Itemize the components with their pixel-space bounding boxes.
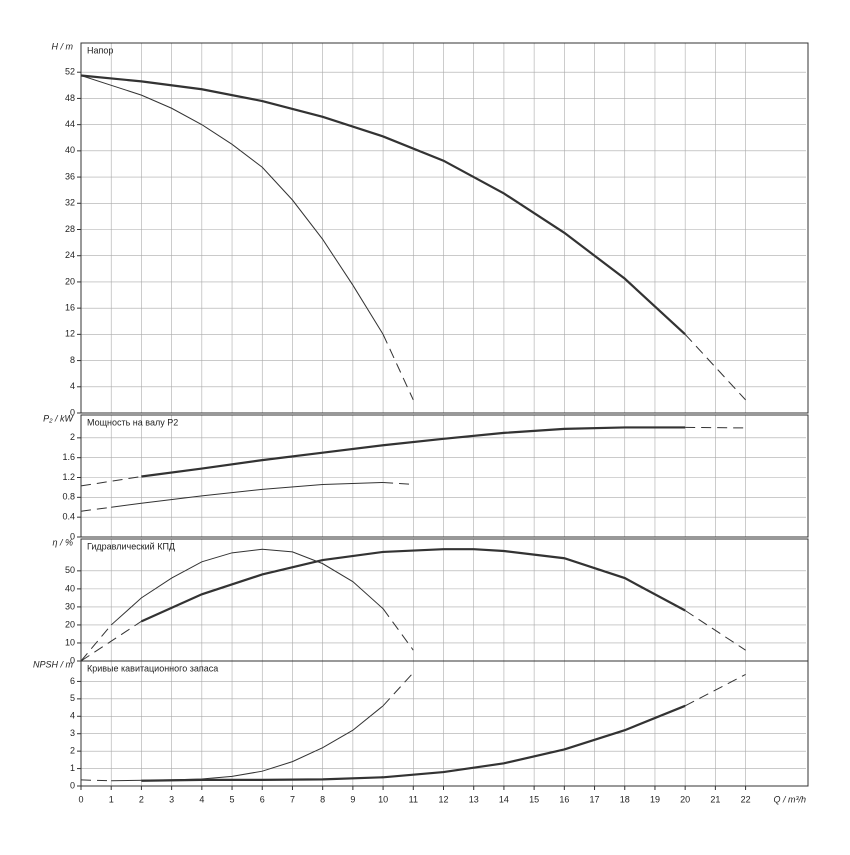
y-tick-label: 48 — [65, 93, 75, 103]
y-tick-label: 40 — [65, 145, 75, 155]
panel-title: Мощность на валу P2 — [87, 417, 178, 427]
x-tick-label: 0 — [78, 794, 83, 804]
x-tick-label: 16 — [559, 794, 569, 804]
y-tick-label: 1.6 — [62, 452, 75, 462]
curve — [111, 482, 383, 507]
y-tick-label: 50 — [65, 565, 75, 575]
y-tick-label: 20 — [65, 619, 75, 629]
y-tick-label: 12 — [65, 329, 75, 339]
x-tick-label: 17 — [590, 794, 600, 804]
x-tick-label: 13 — [469, 794, 479, 804]
y-tick-label: 36 — [65, 171, 75, 181]
panel-frame — [81, 415, 808, 537]
x-tick-label: 11 — [409, 794, 418, 804]
y-axis-label: η / % — [52, 537, 73, 547]
x-tick-label: 8 — [320, 794, 325, 804]
curve — [81, 780, 111, 781]
curve — [111, 706, 383, 781]
y-tick-label: 6 — [70, 676, 75, 686]
x-tick-label: 5 — [230, 794, 235, 804]
y-tick-label: 20 — [65, 276, 75, 286]
x-tick-label: 15 — [529, 794, 539, 804]
y-tick-label: 44 — [65, 119, 75, 129]
y-tick-label: 32 — [65, 198, 75, 208]
y-tick-label: 2 — [70, 432, 75, 442]
y-tick-label: 3 — [70, 728, 75, 738]
y-tick-label: 5 — [70, 693, 75, 703]
y-tick-label: 0.8 — [62, 492, 75, 502]
curve — [383, 609, 413, 650]
panel-title: Гидравлический КПД — [87, 541, 175, 551]
y-axis-label: NPSH / m — [33, 659, 74, 669]
x-tick-label: 10 — [378, 794, 388, 804]
x-axis-label: Q / m³/h — [773, 794, 806, 804]
y-axis-label: H / m — [52, 41, 74, 51]
y-tick-label: 52 — [65, 67, 75, 77]
curve — [383, 482, 413, 484]
x-tick-label: 22 — [741, 794, 751, 804]
y-tick-label: 4 — [70, 711, 75, 721]
y-tick-label: 28 — [65, 224, 75, 234]
y-tick-label: 1.2 — [62, 472, 75, 482]
y-tick-label: 10 — [65, 637, 75, 647]
curve — [81, 507, 111, 511]
y-axis-label: P₂ / kW — [43, 413, 74, 423]
panel-title: Кривые кавитационного запаса — [87, 663, 218, 673]
y-tick-label: 24 — [65, 250, 75, 260]
y-tick-label: 4 — [70, 381, 75, 391]
y-tick-label: 30 — [65, 601, 75, 611]
x-tick-label: 1 — [109, 794, 114, 804]
x-tick-label: 18 — [620, 794, 630, 804]
x-tick-label: 3 — [169, 794, 174, 804]
y-tick-label: 0.4 — [62, 512, 75, 522]
y-tick-label: 16 — [65, 303, 75, 313]
curve — [111, 549, 383, 625]
y-tick-label: 2 — [70, 746, 75, 756]
y-tick-label: 8 — [70, 355, 75, 365]
panel-title: Напор — [87, 45, 113, 55]
curve — [383, 334, 413, 400]
x-tick-label: 9 — [350, 794, 355, 804]
y-tick-label: 1 — [70, 763, 75, 773]
y-tick-label: 40 — [65, 583, 75, 593]
x-tick-label: 7 — [290, 794, 295, 804]
x-tick-label: 4 — [199, 794, 204, 804]
x-tick-label: 20 — [680, 794, 690, 804]
curve — [383, 673, 413, 706]
x-tick-label: 12 — [438, 794, 448, 804]
x-tick-label: 6 — [260, 794, 265, 804]
x-tick-label: 19 — [650, 794, 660, 804]
x-tick-label: 21 — [710, 794, 720, 804]
x-tick-label: 14 — [499, 794, 509, 804]
y-tick-label: 0 — [70, 780, 75, 790]
x-tick-label: 2 — [139, 794, 144, 804]
panel-frame — [81, 661, 808, 786]
